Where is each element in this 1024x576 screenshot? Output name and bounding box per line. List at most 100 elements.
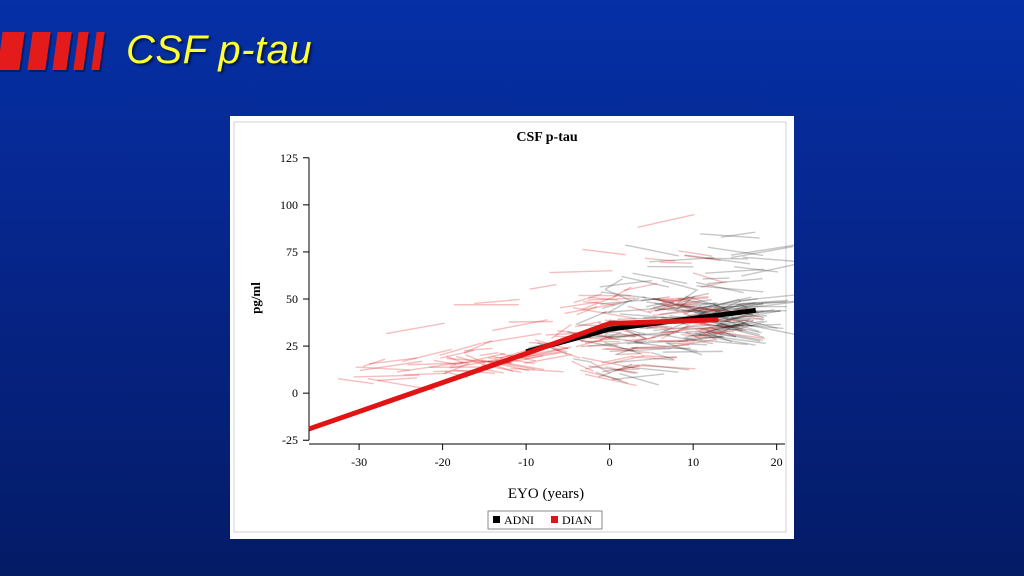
trajectory-segment bbox=[734, 301, 794, 311]
trajectory-segment bbox=[721, 320, 764, 330]
trajectory-segment bbox=[696, 285, 764, 293]
trajectory-segment bbox=[655, 299, 690, 312]
trajectory-segment bbox=[605, 278, 623, 290]
trajectory-segment bbox=[685, 295, 726, 309]
trajectory-segment bbox=[611, 373, 665, 381]
trajectory-segment bbox=[660, 303, 680, 313]
trajectory-segment bbox=[359, 360, 423, 372]
trajectory-segment bbox=[737, 317, 778, 329]
trajectory-segment bbox=[667, 342, 703, 356]
x-tick-label: 20 bbox=[771, 455, 783, 469]
trajectory-segment bbox=[673, 302, 698, 307]
trajectory-segment bbox=[529, 283, 557, 290]
trajectory-segment bbox=[665, 342, 707, 346]
trajectory-segment bbox=[686, 336, 723, 340]
trajectory-segment bbox=[683, 254, 721, 262]
trajectory-segment bbox=[654, 298, 701, 304]
trajectory-segment bbox=[480, 359, 530, 372]
trajectory-segment bbox=[699, 333, 766, 345]
legend-box bbox=[487, 510, 603, 530]
trajectory-segment bbox=[629, 364, 696, 370]
trajectory-segment bbox=[634, 331, 680, 343]
trajectory-segment bbox=[683, 338, 748, 346]
trajectory-segment bbox=[736, 302, 764, 310]
trajectory-segment bbox=[713, 303, 764, 309]
trajectory-segment bbox=[726, 308, 775, 321]
trajectory-segment bbox=[524, 351, 562, 360]
trajectory-segment bbox=[680, 333, 708, 339]
trajectory-segment bbox=[700, 281, 727, 288]
trajectory-segment bbox=[705, 331, 733, 343]
trajectory-segment bbox=[580, 369, 622, 381]
trajectory-segment bbox=[652, 299, 712, 309]
trajectory-segment bbox=[681, 304, 728, 313]
trajectory-segment bbox=[659, 305, 712, 316]
y-ticks: 125 100 75 50 25 0 -25 bbox=[280, 151, 309, 447]
trajectory-segment bbox=[683, 307, 726, 313]
y-tick-label: 50 bbox=[286, 292, 298, 306]
trajectory-segment bbox=[717, 316, 765, 320]
trajectory-segment bbox=[598, 363, 633, 378]
trajectory-segment bbox=[720, 231, 756, 238]
trajectory-segment bbox=[583, 335, 637, 338]
chart: CSF p-tau 125 100 75 50 25 0 -25 -30 -20 -10 0 10 2… bbox=[233, 121, 794, 533]
x-tick-label: 10 bbox=[687, 455, 699, 469]
trajectory-segment bbox=[654, 302, 707, 316]
trajectory-segment bbox=[608, 300, 629, 314]
trajectory-segment bbox=[722, 319, 760, 333]
y-tick-label: -25 bbox=[282, 433, 298, 447]
trajectory-segment bbox=[721, 299, 789, 306]
trajectory-segment bbox=[604, 347, 651, 354]
trajectory-segment bbox=[601, 355, 633, 364]
trajectory-segment bbox=[680, 302, 719, 306]
trajectory-segment bbox=[626, 339, 689, 345]
trajectory-segment bbox=[439, 342, 482, 356]
trajectory-segment bbox=[587, 297, 636, 301]
trajectory-segment bbox=[698, 334, 756, 346]
trajectory-segment bbox=[474, 298, 520, 305]
trajectory-segment bbox=[619, 313, 681, 320]
trajectory-segment bbox=[627, 305, 652, 314]
trajectory-segment bbox=[720, 323, 762, 334]
y-tick-label: 125 bbox=[280, 151, 298, 165]
trajectory-segment bbox=[622, 365, 679, 373]
trajectory-segment bbox=[368, 357, 418, 365]
trajectory-segment bbox=[698, 328, 747, 331]
trajectory-segment bbox=[407, 362, 468, 366]
trajectory-segment bbox=[660, 325, 689, 340]
trajectory-segment bbox=[584, 355, 645, 370]
trajectory-segment bbox=[650, 351, 674, 361]
trajectory-segment bbox=[652, 307, 720, 317]
trajectory-segment bbox=[641, 296, 670, 302]
trajectory-segment bbox=[536, 341, 568, 355]
trajectory-segment bbox=[707, 246, 764, 257]
trajectory-segment bbox=[708, 326, 737, 338]
trajectory-segment bbox=[656, 296, 709, 301]
trajectory-segment bbox=[601, 307, 666, 314]
x-tick-label: -10 bbox=[518, 455, 534, 469]
trajectory-segment bbox=[719, 331, 764, 341]
trajectory-segment bbox=[463, 339, 493, 354]
trajectory-segment bbox=[714, 310, 756, 327]
trajectory-segment bbox=[740, 322, 794, 335]
trajectory-segment bbox=[605, 366, 636, 375]
x-axis-label: EYO (years) bbox=[508, 486, 584, 502]
trajectory-segment bbox=[703, 332, 724, 335]
trajectory-segment bbox=[460, 360, 498, 364]
y-tick-label: 75 bbox=[286, 245, 298, 259]
trajectory-segment bbox=[645, 292, 709, 308]
trajectory-segment bbox=[583, 300, 615, 306]
trajectory-segment bbox=[649, 256, 715, 263]
trajectory-segment bbox=[701, 327, 723, 336]
x-tick-label: -30 bbox=[351, 455, 367, 469]
x-ticks: -30 -20 -10 0 10 20 bbox=[351, 444, 783, 469]
trajectory-segment bbox=[601, 297, 640, 309]
trajectory-segment bbox=[676, 289, 697, 304]
trajectory-segment bbox=[713, 303, 732, 313]
trajectory-segment bbox=[652, 297, 692, 309]
trajectory-segment bbox=[580, 340, 648, 348]
trajectory-segment bbox=[722, 301, 756, 311]
trajectory-segment bbox=[433, 359, 457, 366]
legend-label-dian: DIAN bbox=[562, 513, 592, 527]
trajectory-segment bbox=[386, 322, 445, 335]
